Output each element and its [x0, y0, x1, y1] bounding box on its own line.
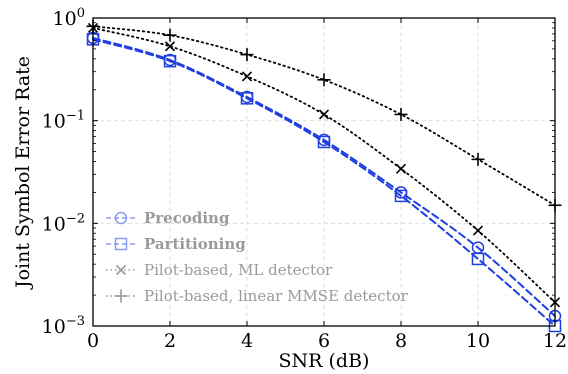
y-tick-label: 100 [53, 6, 85, 30]
series-marker-2 [241, 71, 253, 82]
legend-marker-0 [114, 211, 128, 225]
legend-label-3: Pilot-based, linear MMSE detector [144, 287, 409, 305]
series-marker-2 [395, 163, 407, 174]
series-marker-3 [163, 28, 177, 42]
x-tick-label: 6 [318, 330, 330, 352]
legend-label-1: Partitioning [144, 235, 246, 253]
legend-marker-3 [114, 289, 128, 303]
y-tick-label: 10−1 [42, 109, 85, 133]
legend-label-2: Pilot-based, ML detector [144, 261, 333, 279]
legend: Precoding Partitioning Pilot-based, ML det… [106, 209, 409, 305]
series-marker-3 [317, 73, 331, 87]
x-tick-label: 0 [87, 330, 99, 352]
series-marker-3 [240, 48, 254, 62]
y-tick-label: 10−3 [42, 314, 85, 338]
series-marker-1 [394, 189, 408, 203]
x-tick-label: 12 [543, 330, 567, 352]
series-line-1 [92, 38, 556, 327]
series-lines [92, 25, 556, 327]
legend-label-0: Precoding [144, 209, 230, 227]
series-marker-1 [317, 135, 331, 149]
series-marker-2 [164, 41, 176, 52]
series-marker-3 [471, 152, 485, 166]
series-marker-2 [318, 109, 330, 120]
series-marker-1 [240, 92, 254, 105]
x-tick-label: 4 [241, 330, 253, 352]
series-marker-1 [471, 252, 485, 266]
x-tick-label: 8 [395, 330, 407, 352]
series-marker-1 [163, 54, 177, 68]
series-marker-3 [394, 107, 408, 121]
legend-marker-1 [114, 237, 128, 251]
series-marker-2 [472, 225, 484, 236]
y-axis-label: Joint Symbol Error Rate [12, 56, 34, 290]
x-tick-label: 10 [466, 330, 490, 352]
grid [93, 18, 555, 326]
ticks [92, 17, 556, 327]
y-tick-label: 10−2 [42, 211, 85, 235]
x-tick-label: 2 [164, 330, 176, 352]
tick-labels: 0 2 4 6 8 10 12 100 10−1 10−2 10−3 [42, 6, 567, 352]
legend-marker-2 [115, 264, 127, 276]
series-line-0 [92, 36, 556, 318]
x-axis-label: SNR (dB) [279, 350, 370, 372]
